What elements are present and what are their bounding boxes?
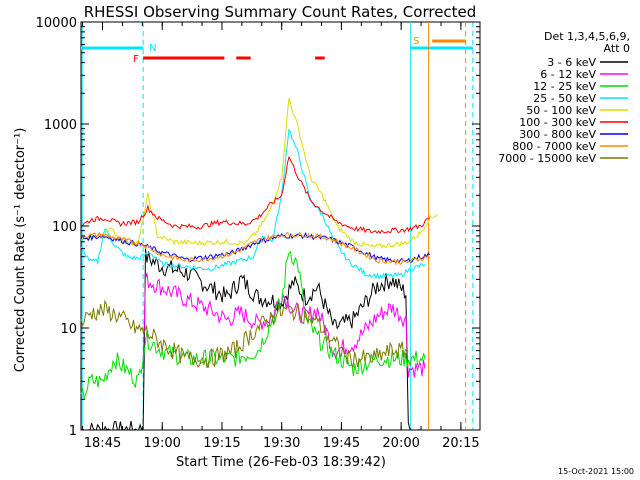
y-tick-label: 1	[69, 424, 77, 439]
y-axis-label: Corrected Count Rate (s⁻¹ detector⁻¹)	[13, 128, 28, 373]
legend-header: Att 0	[604, 42, 630, 55]
legend-label: 800 - 7000 keV	[512, 140, 596, 153]
y-tick-label: 100	[52, 220, 77, 235]
series-line-9	[80, 299, 409, 368]
series-line-6	[80, 156, 431, 235]
series-line-1	[80, 248, 425, 431]
series-line-7	[80, 232, 431, 264]
flare-label: F	[133, 54, 139, 65]
saa-label: S	[413, 36, 419, 47]
x-tick-label: 20:00	[382, 436, 419, 451]
x-tick-label: 19:45	[323, 436, 360, 451]
legend-label: 6 - 12 keV	[540, 68, 596, 81]
y-tick-label: 10000	[36, 16, 77, 31]
y-tick-label: 1000	[44, 118, 77, 133]
legend-label: 12 - 25 keV	[533, 80, 596, 93]
chart-title: RHESSI Observing Summary Count Rates, Co…	[84, 3, 477, 21]
series-lines	[80, 97, 438, 431]
x-tick-label: 18:45	[84, 436, 121, 451]
x-tick-label: 19:15	[203, 436, 240, 451]
y-tick-label: 10	[60, 322, 77, 337]
series-line-8	[80, 231, 431, 266]
x-axis-label: Start Time (26-Feb-03 18:39:42)	[176, 455, 386, 470]
legend-label: 50 - 100 keV	[526, 104, 596, 117]
x-axis: 18:45 19:00 19:15 19:30 19:45 20:00 20:15	[82, 22, 480, 451]
series-line-3	[80, 250, 426, 401]
x-tick-label: 19:00	[143, 436, 180, 451]
y-axis: 1 10 100 1000 10000	[36, 16, 480, 439]
legend-label: 7000 - 15000 keV	[498, 152, 596, 165]
x-tick-label: 20:15	[442, 436, 479, 451]
legend-label: 100 - 300 keV	[519, 116, 596, 129]
night-label: N	[149, 43, 156, 54]
legend-label: 300 - 800 keV	[519, 128, 596, 141]
x-tick-label: 19:30	[263, 436, 300, 451]
series-line-4	[80, 128, 426, 280]
footer-date: 15-Oct-2021 15:00	[558, 467, 634, 476]
series-line-2	[142, 272, 426, 378]
legend-label: 3 - 6 keV	[547, 56, 596, 69]
series-line-5	[80, 97, 438, 249]
legend-label: 25 - 50 keV	[533, 92, 596, 105]
legend-header: Det 1,3,4,5,6,9,	[544, 30, 630, 43]
